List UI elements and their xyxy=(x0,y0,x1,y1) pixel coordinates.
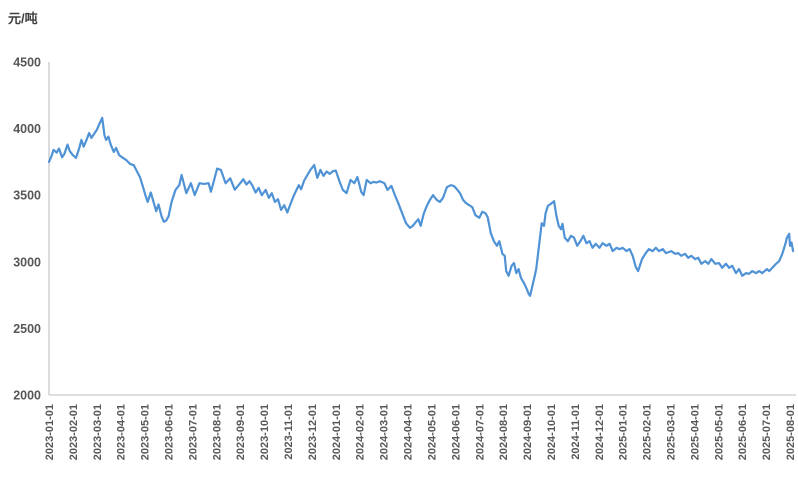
y-tick-label: 3000 xyxy=(13,255,41,269)
y-tick-label: 2500 xyxy=(13,322,41,336)
x-tick-label: 2024-04-01 xyxy=(403,404,415,460)
x-tick-label: 2024-02-01 xyxy=(355,404,367,460)
x-tick-label: 2023-08-01 xyxy=(211,404,223,460)
x-tick-label: 2024-05-01 xyxy=(426,404,438,460)
x-tick-label: 2024-11-01 xyxy=(570,404,582,460)
x-tick-label: 2023-11-01 xyxy=(283,404,295,460)
y-axis-unit-label: 元/吨 xyxy=(8,11,38,26)
x-tick-label: 2025-05-01 xyxy=(713,404,725,460)
x-tick-label: 2024-12-01 xyxy=(594,404,606,460)
price-line-series xyxy=(47,116,795,297)
x-tick-label: 2024-10-01 xyxy=(546,404,558,460)
x-tick-label: 2023-01-01 xyxy=(44,404,56,460)
x-tick-label: 2023-02-01 xyxy=(68,404,80,460)
x-tick-label: 2023-10-01 xyxy=(259,404,271,460)
x-tick-label: 2025-03-01 xyxy=(665,404,677,460)
x-tick-label: 2024-07-01 xyxy=(474,404,486,460)
x-tick-label: 2023-07-01 xyxy=(187,404,199,460)
x-tick-label: 2023-05-01 xyxy=(140,404,152,460)
x-tick-label: 2024-03-01 xyxy=(379,404,391,460)
x-tick-label: 2023-04-01 xyxy=(116,404,128,460)
y-tick-label: 4500 xyxy=(13,56,41,70)
x-tick-label: 2024-06-01 xyxy=(450,404,462,460)
x-tick-label: 2025-01-01 xyxy=(618,404,630,460)
x-tick-label: 2023-12-01 xyxy=(307,404,319,460)
x-tick-label: 2025-02-01 xyxy=(642,404,654,460)
x-tick-label: 2025-04-01 xyxy=(689,404,701,460)
y-tick-label: 4000 xyxy=(13,122,41,136)
x-tick-label: 2024-08-01 xyxy=(498,404,510,460)
y-tick-label: 3500 xyxy=(13,189,41,203)
x-tick-label: 2025-07-01 xyxy=(761,404,773,460)
x-tick-label: 2025-08-01 xyxy=(785,404,797,460)
x-tick-label: 2023-03-01 xyxy=(92,404,104,460)
x-tick-label: 2023-06-01 xyxy=(164,404,176,460)
x-tick-label: 2024-09-01 xyxy=(522,404,534,460)
x-tick-label: 2025-06-01 xyxy=(737,404,749,460)
x-tick-label: 2024-01-01 xyxy=(331,404,343,460)
x-tick-label: 2023-09-01 xyxy=(235,404,247,460)
y-tick-label: 2000 xyxy=(13,389,41,403)
